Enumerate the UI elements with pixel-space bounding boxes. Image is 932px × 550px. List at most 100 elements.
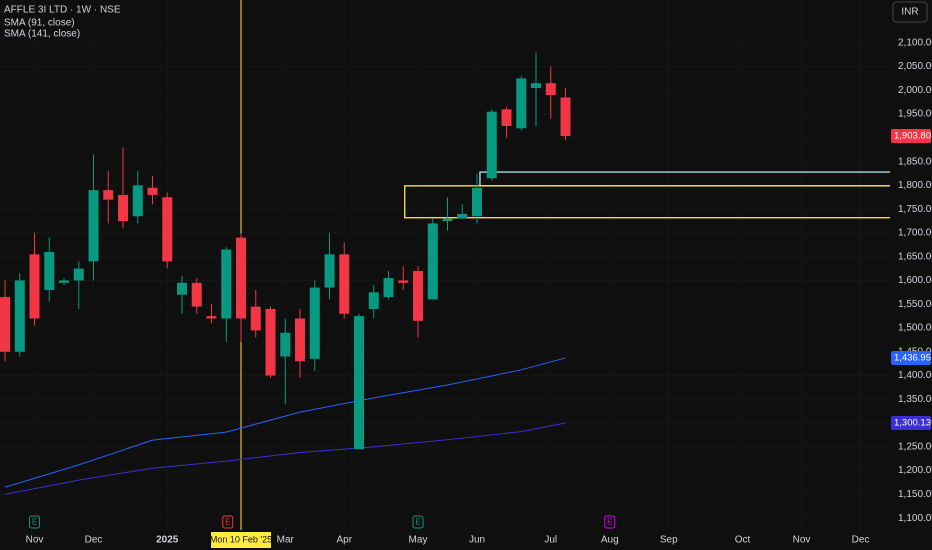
chart-title: AFFLE 3I LTD · 1W · NSE: [4, 5, 121, 16]
candle-body: [44, 251, 55, 290]
x-tick-label: May: [409, 535, 428, 546]
x-tick-label: Jun: [469, 535, 485, 546]
plot-area: [0, 0, 890, 530]
crosshair-date: Mon 10 Feb '25: [210, 534, 272, 544]
y-tick-label: 1,500.00: [898, 323, 932, 334]
x-tick-label: Jul: [544, 535, 557, 546]
candle-body: [73, 268, 84, 281]
price-tag-label: 1,436.95: [894, 352, 931, 363]
candle-body: [486, 111, 497, 179]
y-tick-label: 2,050.00: [898, 61, 932, 72]
x-tick-label: Aug: [601, 535, 619, 546]
crosshair-date-box: [211, 532, 272, 548]
event-label: E: [32, 518, 37, 527]
price-tag-label: 1,300.13: [894, 418, 931, 429]
candle-body: [206, 316, 217, 319]
candle-body: [221, 249, 232, 319]
candle-body: [442, 218, 453, 222]
candle-body: [545, 83, 556, 96]
candle-body: [472, 187, 483, 217]
y-tick-label: 1,850.00: [898, 156, 932, 167]
currency-button[interactable]: [892, 1, 928, 23]
candle-body: [295, 318, 306, 362]
candle-body: [147, 187, 158, 195]
candle-body: [236, 237, 247, 319]
price-zone: [404, 185, 890, 219]
candle-body: [354, 316, 365, 450]
x-tick-label: Mar: [277, 535, 295, 546]
y-tick-label: 1,350.00: [898, 394, 932, 405]
candle-body: [383, 278, 394, 298]
y-tick-label: 2,100.00: [898, 37, 932, 48]
event-marker: [29, 515, 41, 529]
legend-entry: SMA (91, close): [4, 18, 75, 29]
candle-body: [29, 254, 40, 319]
candle-body: [59, 280, 70, 283]
x-tick-label: Apr: [336, 535, 352, 546]
candle-body: [191, 282, 202, 307]
y-tick-label: 1,100.00: [898, 513, 932, 524]
x-tick-label: 2025: [156, 535, 179, 546]
candle-body: [103, 190, 114, 200]
price-zone: [479, 171, 890, 187]
candle-body: [413, 270, 424, 321]
candle-body: [265, 308, 276, 376]
candle-body: [309, 287, 320, 359]
price-tag: [891, 129, 931, 144]
price-tag-label: 1,903.80: [894, 131, 931, 142]
event-marker: [604, 515, 616, 529]
y-tick-label: 1,400.00: [898, 370, 932, 381]
candle-body: [162, 197, 173, 262]
event-label: E: [415, 518, 420, 527]
grid: [0, 0, 890, 530]
event-label: E: [607, 518, 612, 527]
candle-body: [516, 78, 527, 129]
candle-body: [0, 297, 11, 352]
x-tick-label: Oct: [735, 535, 751, 546]
x-tick-label: Dec: [852, 535, 870, 546]
candle-body: [560, 97, 571, 137]
candle-body: [339, 254, 350, 314]
axes: 1,100.001,150.001,200.001,250.001,300.00…: [26, 37, 932, 548]
candle-body: [398, 280, 409, 283]
x-tick-label: Dec: [85, 535, 103, 546]
price-tag: [891, 415, 931, 430]
y-tick-label: 1,650.00: [898, 251, 932, 262]
y-tick-label: 1,550.00: [898, 299, 932, 310]
candle-body: [427, 223, 438, 300]
candle-body: [280, 332, 291, 357]
y-tick-label: 1,950.00: [898, 109, 932, 120]
event-marker: [222, 515, 234, 529]
event-label: E: [225, 518, 230, 527]
x-tick-label: Nov: [793, 535, 811, 546]
candle-body: [132, 185, 143, 217]
candle-body: [250, 306, 261, 331]
y-tick-label: 2,000.00: [898, 85, 932, 96]
candle-body: [118, 194, 129, 222]
x-tick-label: Nov: [26, 535, 44, 546]
legend-entry: SMA (141, close): [4, 29, 80, 40]
y-tick-label: 1,750.00: [898, 204, 932, 215]
candle-body: [457, 213, 468, 219]
y-tick-label: 1,250.00: [898, 441, 932, 452]
y-tick-label: 1,150.00: [898, 489, 932, 500]
currency[interactable]: INR: [901, 7, 918, 18]
y-tick-label: 1,800.00: [898, 180, 932, 191]
y-tick-label: 1,200.00: [898, 465, 932, 476]
candle-body: [14, 280, 25, 352]
sma-line: [4, 422, 566, 495]
price-tag: [891, 350, 931, 365]
x-tick-label: Sep: [660, 535, 678, 546]
event-marker: [412, 515, 424, 529]
candle-body: [324, 254, 335, 288]
sma-line: [4, 357, 566, 488]
candle-body: [501, 109, 512, 126]
candle-body: [88, 190, 99, 262]
y-tick-label: 1,700.00: [898, 228, 932, 239]
candle-body: [531, 83, 542, 88]
candle-body: [177, 282, 188, 295]
candle-body: [368, 292, 379, 309]
